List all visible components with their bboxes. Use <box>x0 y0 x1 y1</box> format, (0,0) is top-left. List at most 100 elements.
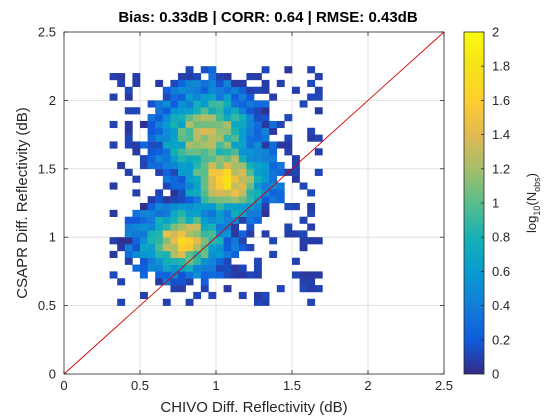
heatmap-cell <box>178 209 186 217</box>
heatmap-cell <box>155 230 164 238</box>
heatmap-cell <box>238 127 247 135</box>
heatmap-cell <box>170 141 179 149</box>
heatmap-cell <box>132 264 141 272</box>
heatmap-cell <box>299 230 308 238</box>
heatmap-cell <box>314 285 323 293</box>
heatmap-cell <box>223 114 232 122</box>
heatmap-cell <box>254 189 262 197</box>
heatmap-cell <box>231 209 240 217</box>
heatmap-cell <box>276 161 285 170</box>
heatmap-cell <box>193 209 202 217</box>
heatmap-cell <box>170 244 179 252</box>
heatmap-cell <box>155 189 164 197</box>
colorbar-tick-label: 0.4 <box>492 298 510 313</box>
plot-area <box>63 31 445 375</box>
heatmap-cell <box>185 271 194 279</box>
heatmap-cell <box>254 182 262 190</box>
y-tick-label: 1 <box>49 230 56 245</box>
heatmap-cell <box>170 93 179 101</box>
heatmap-cell <box>147 114 156 122</box>
heatmap-cell <box>238 93 247 101</box>
heatmap-cell <box>223 93 232 101</box>
heatmap-cell <box>185 175 194 183</box>
heatmap-cell <box>261 161 270 170</box>
heatmap-cell <box>292 230 300 238</box>
heatmap-cell <box>185 141 194 149</box>
heatmap-cell <box>246 196 255 204</box>
heatmap-cell <box>223 250 232 259</box>
heatmap-cell <box>276 189 285 197</box>
heatmap-cell <box>276 141 285 149</box>
heatmap-cell <box>223 196 232 204</box>
heatmap-cell <box>216 189 224 197</box>
heatmap-cell <box>246 73 255 81</box>
heatmap-cell <box>261 66 270 74</box>
heatmap-cell <box>223 182 232 190</box>
heatmap-cell <box>314 148 323 156</box>
heatmap-cell <box>246 107 255 115</box>
heatmap-cell <box>261 298 270 306</box>
heatmap-cell <box>254 155 262 163</box>
heatmap-cell <box>276 168 285 176</box>
heatmap-cell <box>238 216 247 224</box>
heatmap-cell <box>147 100 156 108</box>
heatmap-cell <box>185 216 194 224</box>
heatmap-cell <box>208 127 217 135</box>
heatmap-cell <box>178 285 186 293</box>
heatmap-cell <box>223 127 232 135</box>
heatmap-cell <box>208 223 217 231</box>
heatmap-cell <box>132 107 141 115</box>
heatmap-cell <box>216 79 224 88</box>
heatmap-cell <box>170 264 179 272</box>
x-tick-label: 0.5 <box>131 378 149 393</box>
heatmap-cell <box>178 244 186 252</box>
heatmap-cell <box>124 216 133 224</box>
heatmap-cell <box>231 114 240 122</box>
colorbar-ticks: 0 0.2 0.4 0.6 0.8 1 1.2 1.4 1.6 1.8 2 <box>481 25 510 382</box>
heatmap-cell <box>208 182 217 190</box>
heatmap-cell <box>223 271 232 279</box>
heatmap-cell <box>216 175 224 183</box>
y-axis: 0 0.5 1 1.5 2 2.5 <box>38 25 444 382</box>
heatmap-cell <box>238 237 247 245</box>
heatmap-cell <box>200 100 209 108</box>
heatmap-cell <box>200 168 209 176</box>
heatmap-cell <box>208 86 217 94</box>
heatmap-cell <box>314 93 323 101</box>
heatmap-cell <box>276 79 285 88</box>
heatmap-cell <box>208 168 217 176</box>
heatmap-cell <box>193 203 202 211</box>
heatmap-cell <box>216 182 224 190</box>
heatmap-cell <box>223 237 232 245</box>
heatmap-cell <box>193 134 202 142</box>
heatmap-cell <box>223 73 232 81</box>
heatmap-cell <box>185 196 194 204</box>
heatmap-cell <box>208 107 217 115</box>
heatmap-cell <box>200 216 209 224</box>
heatmap-cell <box>223 107 232 115</box>
heatmap-cell <box>238 114 247 122</box>
heatmap-cell <box>208 148 217 156</box>
heatmap-cell <box>124 107 133 115</box>
heatmap-cell <box>246 114 255 122</box>
heatmap-cell <box>261 114 270 122</box>
heatmap-cell <box>109 141 118 149</box>
heatmap-cell <box>162 257 171 265</box>
heatmap-cell <box>216 120 224 129</box>
heatmap-cell <box>200 237 209 245</box>
heatmap-cell <box>216 271 224 279</box>
heatmap-cell <box>162 155 171 163</box>
heatmap-cell <box>223 216 232 224</box>
heatmap-cell <box>200 86 209 94</box>
heatmap-cell <box>254 107 262 115</box>
heatmap-cell <box>155 100 164 108</box>
heatmap-cell <box>231 134 240 142</box>
heatmap-cell <box>231 175 240 183</box>
heatmap-cell <box>140 203 148 211</box>
heatmap-cell <box>276 196 285 204</box>
heatmap-cell <box>238 182 247 190</box>
heatmap-cell <box>200 189 209 197</box>
heatmap-cell <box>162 107 171 115</box>
heatmap-cell <box>185 278 194 286</box>
heatmap-cell <box>200 257 209 265</box>
